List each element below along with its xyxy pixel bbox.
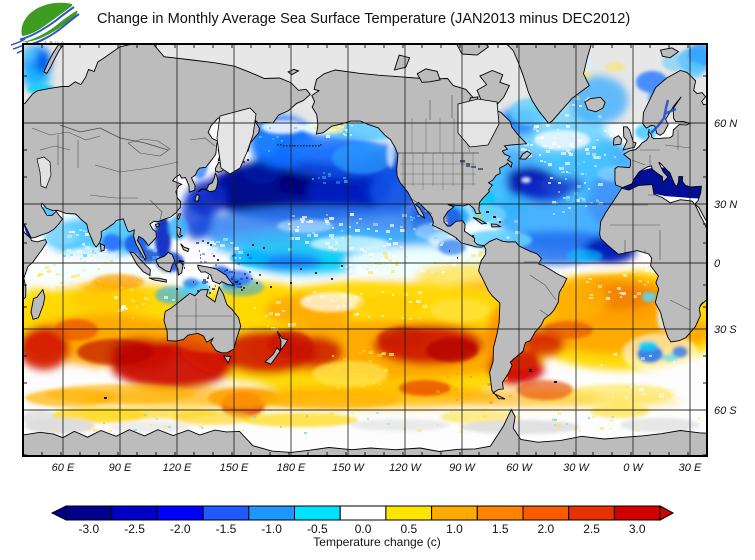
svg-text:30 S: 30 S [714, 324, 737, 336]
svg-text:2.5: 2.5 [583, 522, 600, 536]
svg-text:2.0: 2.0 [538, 522, 555, 536]
svg-text:150 W: 150 W [332, 462, 365, 474]
svg-text:90 E: 90 E [109, 462, 132, 474]
svg-text:Temperature change (c): Temperature change (c) [313, 535, 440, 549]
svg-text:90 W: 90 W [449, 462, 476, 474]
svg-text:150 E: 150 E [220, 462, 249, 474]
svg-text:60 W: 60 W [506, 462, 533, 474]
svg-text:0.0: 0.0 [355, 522, 372, 536]
svg-text:30 N: 30 N [714, 199, 737, 211]
svg-text:1.0: 1.0 [446, 522, 463, 536]
svg-text:0.5: 0.5 [400, 522, 417, 536]
svg-text:120 W: 120 W [389, 462, 422, 474]
svg-text:0 W: 0 W [623, 462, 644, 474]
svg-text:0: 0 [714, 258, 721, 270]
svg-text:60 E: 60 E [52, 462, 75, 474]
svg-text:30 E: 30 E [679, 462, 702, 474]
svg-text:60 N: 60 N [714, 118, 737, 130]
svg-text:Change in Monthly Average Sea: Change in Monthly Average Sea Surface Te… [97, 11, 630, 27]
svg-text:1.5: 1.5 [492, 522, 509, 536]
svg-text:3.0: 3.0 [629, 522, 646, 536]
svg-text:-0.5: -0.5 [307, 522, 328, 536]
svg-text:60 S: 60 S [714, 405, 737, 417]
svg-text:30 W: 30 W [563, 462, 590, 474]
svg-text:-2.0: -2.0 [170, 522, 191, 536]
svg-text:180 E: 180 E [277, 462, 306, 474]
svg-text:-1.0: -1.0 [261, 522, 282, 536]
svg-text:-2.5: -2.5 [124, 522, 145, 536]
svg-text:-3.0: -3.0 [78, 522, 99, 536]
svg-text:ARUA: ARUA [44, 40, 67, 45]
svg-text:120 E: 120 E [163, 462, 192, 474]
svg-text:-1.5: -1.5 [216, 522, 237, 536]
